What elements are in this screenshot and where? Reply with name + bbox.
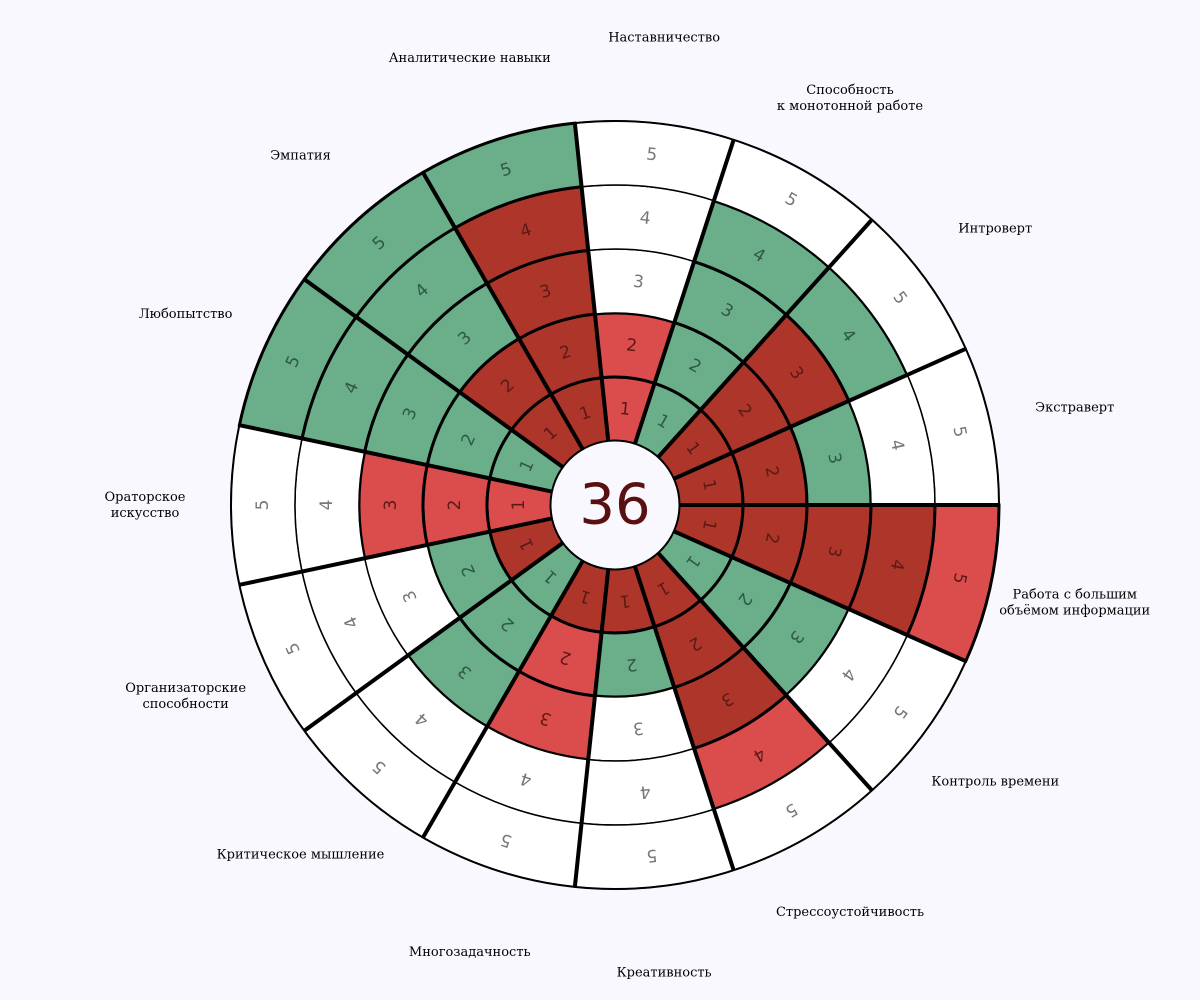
category-label-8: Ораторское искусство: [105, 490, 186, 521]
level-number-15-2: 2: [761, 464, 783, 479]
category-label-1-line-1: Работа с большим: [1012, 588, 1137, 603]
category-label-1-line-2: объёмом информации: [999, 604, 1150, 619]
level-number-15-4: 4: [886, 438, 908, 453]
wheel-spokes: [238, 122, 999, 888]
level-number-15-5: 5: [948, 424, 970, 439]
category-label-10: Эмпатия: [270, 149, 331, 164]
category-label-4-line-1: Креативность: [617, 965, 712, 980]
category-label-12: Наставничество: [608, 31, 720, 46]
category-label-6: Критическое мышление: [217, 847, 385, 862]
category-label-3: Стрессоустойчивость: [776, 905, 924, 920]
total-score: 36: [579, 473, 650, 538]
spoke-10: [421, 171, 585, 451]
category-label-8-line-1: Ораторское: [105, 490, 186, 505]
spoke-9: [303, 277, 565, 469]
spoke-7: [238, 516, 553, 587]
spoke-1: [672, 529, 967, 664]
level-number-1-2: 2: [761, 531, 783, 546]
level-number-4-2: 2: [625, 654, 638, 675]
category-label-13-line-1: Способность: [806, 83, 893, 98]
spoke-12: [632, 139, 736, 445]
level-number-1-3: 3: [823, 544, 845, 559]
category-label-13-line-2: к монотонной работе: [777, 99, 924, 114]
category-label-2-line-1: Контроль времени: [931, 774, 1059, 789]
level-number-12-3: 3: [632, 272, 645, 293]
spoke-2: [656, 551, 874, 792]
category-label-5-line-1: Многозадачность: [409, 945, 531, 960]
category-label-13: Способность к монотонной работе: [777, 83, 924, 114]
center-circle: [550, 440, 680, 570]
level-number-1-4: 4: [886, 558, 908, 573]
spoke-6: [303, 541, 565, 733]
category-label-8-line-2: искусство: [111, 506, 180, 521]
wheel-ring-lines: [230, 120, 1000, 890]
level-number-12-4: 4: [639, 208, 652, 229]
category-label-7-line-2: способности: [142, 697, 228, 712]
level-number-8-2: 2: [445, 500, 465, 511]
category-label-9: Любопытство: [139, 307, 233, 322]
category-label-6-line-1: Критическое мышление: [217, 847, 385, 862]
level-number-12-1: 1: [619, 399, 632, 420]
level-number-4-4: 4: [639, 781, 652, 802]
spoke-8: [238, 423, 553, 494]
category-label-1: Работа с большим объёмом информации: [999, 588, 1150, 619]
level-number-4-3: 3: [632, 717, 645, 738]
category-label-3-line-1: Стрессоустойчивость: [776, 905, 924, 920]
level-number-8-3: 3: [381, 500, 401, 511]
spoke-11: [572, 122, 611, 442]
level-number-1-5: 5: [948, 571, 970, 586]
level-number-15-3: 3: [823, 451, 845, 466]
level-number-8-1: 1: [509, 500, 529, 511]
level-number-8-4: 4: [317, 500, 337, 511]
category-label-7-line-1: Организаторские: [125, 681, 246, 696]
category-label-9-line-1: Любопытство: [139, 307, 233, 322]
spoke-3: [632, 565, 736, 871]
level-number-15-1: 1: [698, 478, 720, 493]
spoke-4: [572, 568, 611, 888]
category-label-4: Креативность: [617, 965, 712, 980]
level-number-12-5: 5: [645, 144, 658, 165]
category-label-7: Организаторские способности: [125, 681, 246, 712]
level-number-8-5: 5: [253, 500, 273, 511]
level-number-1-1: 1: [698, 518, 720, 533]
category-label-15: Экстраверт: [1035, 400, 1114, 415]
category-labels: Работа с большим объёмом информации Контро…: [105, 31, 1151, 981]
level-number-12-2: 2: [625, 335, 638, 356]
category-label-10-line-1: Эмпатия: [270, 149, 331, 164]
spoke-14: [672, 346, 967, 481]
spoke-13: [656, 218, 874, 459]
category-label-2: Контроль времени: [931, 774, 1059, 789]
category-label-11-line-1: Аналитические навыки: [389, 51, 551, 66]
category-label-14-line-1: Интроверт: [958, 222, 1032, 237]
level-number-4-1: 1: [619, 590, 632, 611]
category-label-11: Аналитические навыки: [389, 51, 551, 66]
level-number-4-5: 5: [645, 845, 658, 866]
category-label-5: Многозадачность: [409, 945, 531, 960]
category-label-14: Интроверт: [958, 222, 1032, 237]
category-label-15-line-1: Экстраверт: [1035, 400, 1114, 415]
category-label-12-line-1: Наставничество: [608, 31, 720, 46]
spoke-5: [421, 559, 585, 839]
